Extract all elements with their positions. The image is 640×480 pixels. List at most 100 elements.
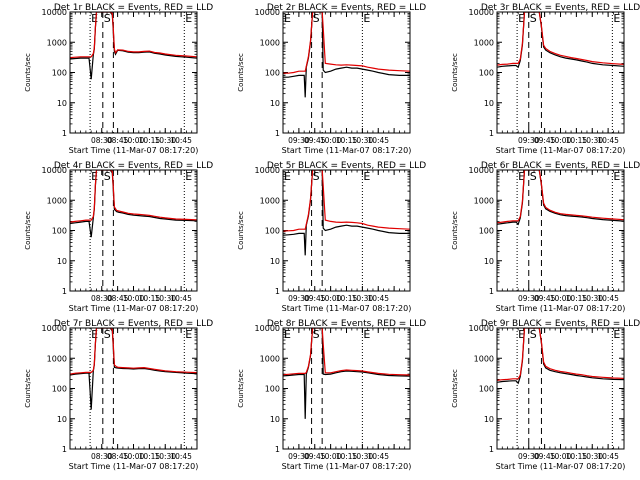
detector-panel-3: Det 3r BLACK = Events, RED = LLD Counts/s…: [451, 3, 640, 155]
plot-frame: [282, 11, 411, 134]
series-line-lld: [283, 12, 410, 74]
y-tick-label: 10000: [469, 8, 494, 17]
y-tick-label: 100: [52, 227, 67, 236]
x-tick-label: 10:15: [139, 136, 161, 145]
y-tick-label: 10000: [255, 324, 280, 333]
detector-panel-4: Det 4r BLACK = Events, RED = LLD Counts/s…: [24, 161, 213, 313]
x-tick-label: 10:15: [336, 136, 358, 145]
marker-label: E: [91, 12, 98, 25]
x-tick-label: 10:45: [597, 294, 619, 303]
x-tick-label: 10:00: [320, 452, 342, 461]
marker-label: E: [613, 170, 620, 183]
y-tick-label: 10: [484, 257, 494, 266]
series-line-events: [497, 328, 624, 385]
x-tick-label: 09:45: [534, 294, 556, 303]
plot-frame: [69, 327, 198, 450]
x-tick-label: 09:30: [288, 136, 310, 145]
x-tick-label: 10:00: [550, 294, 572, 303]
x-tick-label: 08:45: [107, 294, 129, 303]
x-tick-label: 10:45: [170, 136, 192, 145]
y-tick-label: 10: [484, 99, 494, 108]
y-tick-label: 1: [275, 129, 280, 138]
x-tick-label: 10:45: [597, 452, 619, 461]
y-tick-label: 10: [57, 415, 67, 424]
x-tick-label: 10:45: [170, 452, 192, 461]
x-tick-label: 10:45: [367, 136, 389, 145]
plot-frame: [496, 327, 625, 450]
series-line-lld: [283, 328, 410, 376]
x-tick-label: 10:45: [170, 294, 192, 303]
marker-label: E: [518, 328, 525, 341]
y-tick-label: 100: [479, 385, 494, 394]
x-tick-label: 10:30: [154, 452, 176, 461]
y-tick-label: 1000: [47, 196, 67, 205]
y-axis-label: Counts/sec: [451, 53, 459, 92]
x-tick-label: 10:45: [597, 136, 619, 145]
marker-label: E: [91, 170, 98, 183]
marker-label: E: [363, 12, 370, 25]
y-tick-label: 1: [62, 445, 67, 454]
y-tick-label: 1: [489, 129, 494, 138]
x-axis-label: Start Time (11-Mar-07 08:17:20): [69, 304, 199, 313]
x-tick-label: 10:45: [367, 294, 389, 303]
x-axis-label: Start Time (11-Mar-07 08:17:20): [69, 146, 199, 155]
x-axis-label: Start Time (11-Mar-07 08:17:20): [496, 146, 626, 155]
y-tick-label: 10: [270, 415, 280, 424]
x-tick-label: 10:00: [123, 452, 145, 461]
x-tick-label: 10:15: [139, 294, 161, 303]
marker-label: E: [518, 170, 525, 183]
detector-panel-5: Det 5r BLACK = Events, RED = LLD Counts/s…: [237, 161, 426, 313]
y-tick-label: 100: [52, 385, 67, 394]
x-tick-label: 10:00: [320, 136, 342, 145]
plot-frame: [69, 11, 198, 134]
marker-label: S: [530, 328, 537, 341]
plot-frame: [496, 11, 625, 134]
marker-label: S: [530, 170, 537, 183]
detector-panel-9: Det 9r BLACK = Events, RED = LLD Counts/s…: [451, 319, 640, 471]
x-tick-label: 10:15: [336, 452, 358, 461]
x-tick-label: 08:30: [91, 136, 113, 145]
x-tick-label: 10:30: [581, 294, 603, 303]
y-axis-label: Counts/sec: [451, 211, 459, 250]
y-tick-label: 10000: [469, 166, 494, 175]
marker-label: E: [613, 328, 620, 341]
panel-title: Det 2r BLACK = Events, RED = LLD: [267, 3, 426, 13]
series-line-events: [497, 170, 624, 226]
detector-panel-6: Det 6r BLACK = Events, RED = LLD Counts/s…: [451, 161, 640, 313]
y-axis-label: Counts/sec: [237, 211, 245, 250]
x-tick-label: 10:30: [154, 136, 176, 145]
x-tick-label: 10:30: [581, 452, 603, 461]
panel-title: Det 9r BLACK = Events, RED = LLD: [481, 319, 640, 329]
marker-label: S: [313, 12, 320, 25]
x-tick-label: 09:45: [534, 452, 556, 461]
x-tick-label: 09:30: [518, 452, 540, 461]
series-line-lld: [70, 170, 197, 223]
series-line-events: [497, 12, 624, 69]
y-tick-label: 1: [489, 445, 494, 454]
y-tick-label: 1: [275, 287, 280, 296]
y-tick-label: 10: [270, 257, 280, 266]
series-line-events: [283, 12, 410, 98]
marker-label: E: [185, 12, 192, 25]
series-line-events: [283, 170, 410, 256]
y-axis-label: Counts/sec: [451, 369, 459, 408]
marker-label: E: [363, 170, 370, 183]
series-line-lld: [70, 12, 197, 59]
x-tick-label: 10:00: [123, 136, 145, 145]
x-tick-label: 10:30: [581, 136, 603, 145]
series-line-lld: [497, 328, 624, 381]
series-line-lld: [497, 12, 624, 66]
x-tick-label: 10:00: [320, 294, 342, 303]
x-tick-label: 10:15: [139, 452, 161, 461]
marker-label: S: [313, 328, 320, 341]
y-tick-label: 1000: [260, 196, 280, 205]
x-tick-label: 10:45: [367, 452, 389, 461]
x-tick-label: 10:15: [336, 294, 358, 303]
x-tick-label: 08:30: [91, 294, 113, 303]
x-tick-label: 09:45: [304, 294, 326, 303]
y-tick-label: 1000: [474, 196, 494, 205]
y-tick-label: 10: [270, 99, 280, 108]
marker-label: E: [363, 328, 370, 341]
x-tick-label: 10:30: [154, 294, 176, 303]
